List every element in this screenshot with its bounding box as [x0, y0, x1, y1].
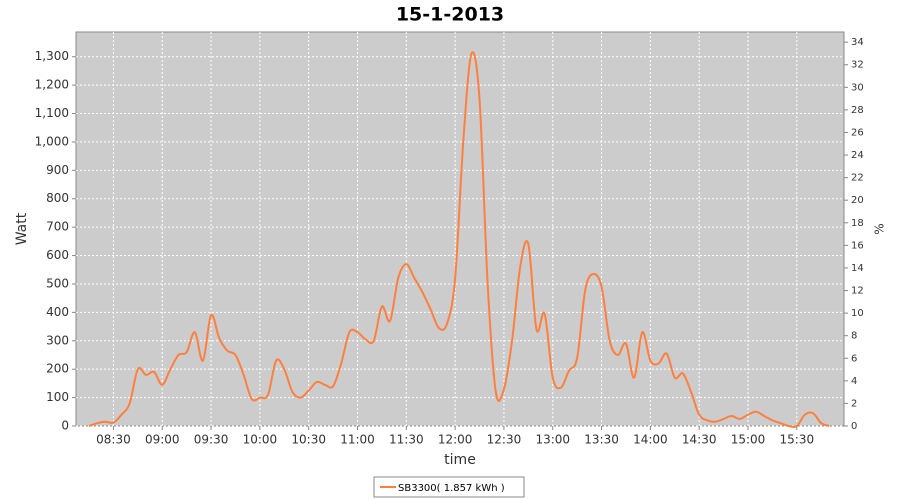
legend-label: SB3300( 1.857 kWh ) — [398, 483, 505, 494]
x-tick-label: 12:30 — [487, 433, 522, 447]
y2-tick-label: 22 — [851, 173, 864, 184]
x-tick-label: 09:00 — [145, 433, 180, 447]
y2-tick-label: 10 — [851, 308, 864, 319]
x-tick-label: 15:00 — [731, 433, 766, 447]
x-tick-label: 13:00 — [535, 433, 570, 447]
y-tick-label: 1,300 — [35, 49, 69, 63]
x-tick-label: 09:30 — [194, 433, 229, 447]
y2-tick-label: 6 — [851, 353, 857, 364]
y2-tick-label: 16 — [851, 240, 864, 251]
plot-area — [75, 31, 845, 427]
x-tick-label: 10:30 — [291, 433, 326, 447]
y-tick-label: 900 — [46, 163, 69, 177]
y-tick-label: 0 — [61, 419, 69, 433]
y2-axis-label: % — [873, 223, 887, 234]
y2-tick-label: 12 — [851, 286, 864, 297]
y2-tick-label: 8 — [851, 331, 857, 342]
x-tick-label: 15:30 — [780, 433, 815, 447]
y-tick-label: 200 — [46, 362, 69, 376]
x-tick-label: 08:30 — [96, 433, 131, 447]
x-tick-label: 11:00 — [340, 433, 375, 447]
y-tick-label: 1,200 — [35, 78, 69, 92]
x-tick-label: 14:30 — [682, 433, 717, 447]
y2-tick-label: 14 — [851, 263, 864, 274]
y2-tick-label: 34 — [851, 37, 864, 48]
x-axis-label: time — [444, 452, 476, 468]
y-tick-label: 600 — [46, 248, 69, 262]
y-tick-label: 800 — [46, 191, 69, 205]
x-tick-label: 11:30 — [389, 433, 424, 447]
y2-tick-label: 4 — [851, 376, 857, 387]
y-tick-label: 100 — [46, 390, 69, 404]
series-line — [88, 51, 830, 428]
y-tick-label: 700 — [46, 220, 69, 234]
y2-tick-label: 32 — [851, 60, 864, 71]
y-tick-label: 1,100 — [35, 106, 69, 120]
x-tick-label: 14:00 — [633, 433, 668, 447]
y2-tick-label: 2 — [851, 398, 857, 409]
y2-tick-label: 30 — [851, 82, 864, 93]
chart-title: 15-1-2013 — [396, 4, 504, 26]
y2-tick-label: 26 — [851, 127, 864, 138]
legend — [373, 476, 525, 498]
y-tick-label: 400 — [46, 305, 69, 319]
y2-tick-label: 18 — [851, 218, 864, 229]
y-tick-label: 500 — [46, 276, 69, 290]
y-tick-label: 1,000 — [35, 134, 69, 148]
x-tick-label: 13:30 — [584, 433, 619, 447]
y2-tick-label: 24 — [851, 150, 864, 161]
x-tick-label: 12:00 — [438, 433, 473, 447]
y2-tick-label: 0 — [851, 421, 857, 432]
y-tick-label: 300 — [46, 333, 69, 347]
y2-tick-label: 28 — [851, 105, 864, 116]
x-tick-label: 10:00 — [243, 433, 278, 447]
y2-tick-label: 20 — [851, 195, 864, 206]
y-axis-label: Watt — [14, 212, 30, 245]
